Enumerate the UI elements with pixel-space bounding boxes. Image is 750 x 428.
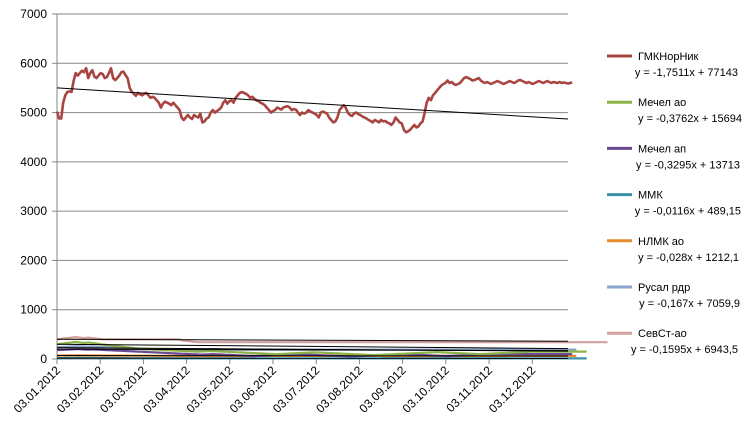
y-tick-label: 6000: [20, 56, 47, 70]
series-lines: [55, 66, 608, 360]
x-tick-label: 03.12.2012: [486, 363, 539, 416]
trendline-equation: y = -0,0116x + 489,15: [635, 206, 741, 218]
trendline-equation: y = -0,167x + 7059,9: [639, 298, 740, 310]
trendline: [56, 87, 569, 120]
y-tick-label: 3000: [20, 204, 47, 218]
gridlines: [57, 13, 568, 360]
legend-entry: ГМКНорНик: [638, 51, 699, 63]
legend-entry: Мечел ао: [638, 97, 686, 109]
trendline: [56, 348, 569, 352]
legend-entry: Мечел ап: [638, 143, 686, 155]
y-tick-label: 1000: [20, 303, 47, 317]
legend-entry: СевСт-ао: [638, 328, 687, 340]
trendline: [56, 343, 569, 350]
legend-entry: НЛМК ао: [638, 236, 684, 248]
y-axis-ticks: 0 1000 2000 3000 4000 5000 6000 7000: [20, 7, 568, 366]
trendlines: [56, 87, 569, 359]
trendline-equation: y = -1,7511x + 77143: [635, 67, 738, 79]
y-tick-label: 4000: [20, 155, 47, 169]
y-tick-label: 0: [40, 352, 47, 366]
y-tick-label: 7000: [20, 7, 47, 21]
trendline-equation: y = -0,028x + 1212,1: [638, 252, 739, 264]
legend: ГМКНорНик y = -1,7511x + 77143 Мечел ао y =…: [607, 51, 742, 356]
trendline-equation: y = -0,3762x + 15694: [638, 113, 742, 125]
trendline: [56, 338, 569, 342]
x-axis-ticks: 03.01.201203.02.201203.03.201203.04.2012…: [11, 359, 539, 416]
series-line: [55, 66, 573, 134]
y-tick-label: 2000: [20, 253, 47, 267]
trendline-equation: y = -0,3295x + 13713: [636, 159, 740, 171]
legend-entry: ММК: [638, 190, 663, 202]
legend-entry: Русал рдр: [638, 282, 690, 294]
x-tick-label: 03.10.2012: [400, 363, 453, 416]
y-tick-label: 5000: [20, 106, 47, 120]
trendline-equation: y = -0,1595x + 6943,5: [631, 344, 738, 356]
